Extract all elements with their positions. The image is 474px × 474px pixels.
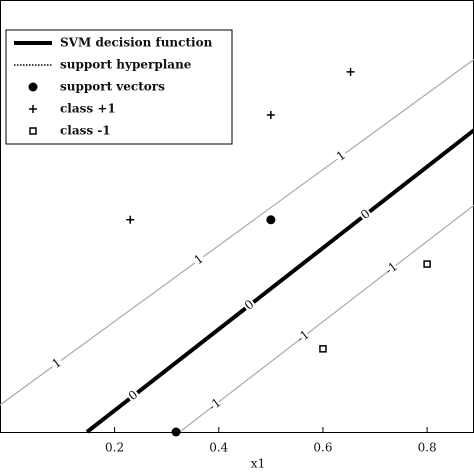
legend-label: class +1: [60, 102, 116, 116]
legend-label: SVM decision function: [60, 36, 213, 50]
legend-label: support vectors: [60, 80, 165, 94]
point: [126, 215, 135, 224]
legend-label: class -1: [60, 124, 111, 138]
hyperplane-line: [179, 204, 474, 433]
point: [346, 67, 355, 76]
x-tick-label: 0.4: [209, 441, 228, 455]
legend-box: [5, 29, 233, 145]
legend-swatch: [29, 105, 37, 113]
x-tick-label: 0.8: [418, 441, 437, 455]
line-label-bg: [49, 355, 65, 372]
line-label-bg: [333, 148, 349, 164]
legend-swatch: [28, 82, 38, 92]
x-axis-label: x1: [251, 457, 265, 471]
line-label-bg: [191, 252, 207, 268]
point: [319, 345, 327, 353]
line-label-bg: [241, 297, 258, 314]
decision-line: [85, 128, 474, 434]
point: [423, 260, 431, 268]
x-tick-label: 0.2: [105, 441, 124, 455]
line-label-bg: [383, 260, 400, 277]
point: [171, 427, 181, 437]
line-label-bg: [295, 328, 311, 345]
line-label-bg: [358, 206, 374, 223]
point: [266, 215, 276, 225]
line-label-bg: [125, 387, 142, 404]
legend-swatch: [29, 127, 37, 135]
hyperplane-line: [0, 58, 474, 406]
point: [266, 111, 275, 120]
legend-label: support hyperplane: [60, 58, 192, 72]
line-label-bg: [207, 396, 223, 413]
x-tick-label: 0.6: [313, 441, 332, 455]
